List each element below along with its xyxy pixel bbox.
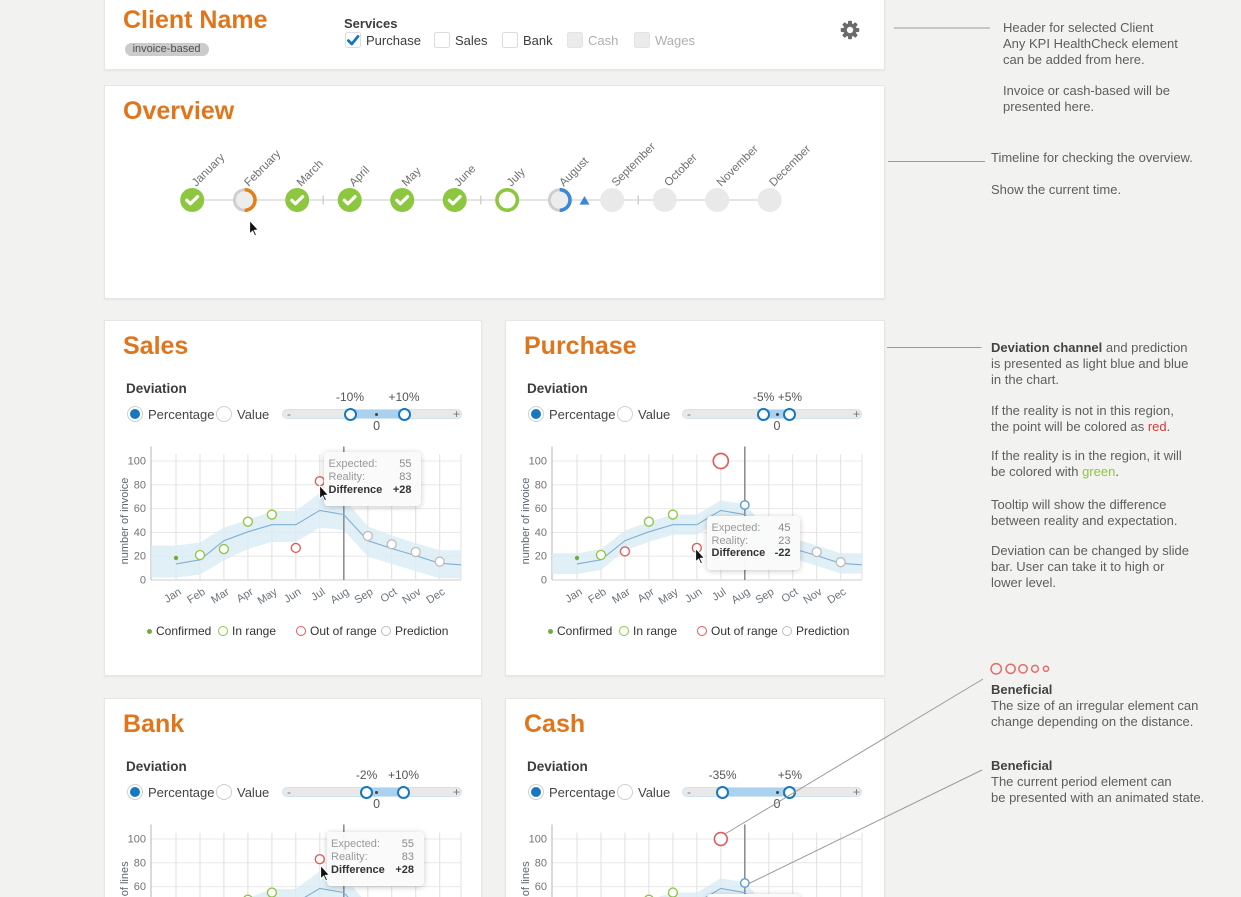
svg-text:Apr: Apr bbox=[636, 586, 657, 606]
svg-text:March: March bbox=[295, 158, 326, 189]
svg-text:May: May bbox=[657, 586, 681, 608]
svg-text:number of invoice: number of invoice bbox=[119, 478, 131, 565]
svg-text:October: October bbox=[662, 152, 700, 190]
svg-text:Aug: Aug bbox=[729, 586, 752, 607]
svg-text:Aug: Aug bbox=[328, 586, 351, 607]
svg-text:Jan: Jan bbox=[162, 586, 183, 606]
svg-text:80: 80 bbox=[134, 479, 146, 491]
svg-text:60: 60 bbox=[134, 503, 146, 515]
svg-text:December: December bbox=[767, 143, 813, 189]
svg-text:Dec: Dec bbox=[825, 586, 848, 607]
svg-text:20: 20 bbox=[134, 551, 146, 563]
svg-text:Jun: Jun bbox=[683, 586, 704, 606]
svg-text:August: August bbox=[557, 155, 591, 189]
svg-text:number of invoice: number of invoice bbox=[520, 478, 532, 565]
svg-text:Jun: Jun bbox=[282, 586, 303, 606]
svg-text:Nov: Nov bbox=[801, 586, 824, 607]
svg-text:April: April bbox=[347, 164, 372, 189]
svg-text:number of lines: number of lines bbox=[520, 861, 532, 897]
svg-text:July: July bbox=[505, 166, 528, 189]
svg-text:80: 80 bbox=[535, 479, 547, 491]
svg-text:June: June bbox=[452, 163, 478, 189]
svg-text:100: 100 bbox=[529, 834, 547, 846]
svg-text:40: 40 bbox=[535, 527, 547, 539]
svg-text:60: 60 bbox=[535, 503, 547, 515]
svg-text:Jul: Jul bbox=[710, 586, 728, 604]
svg-text:Oct: Oct bbox=[779, 586, 800, 605]
svg-text:Sep: Sep bbox=[352, 586, 375, 607]
svg-text:60: 60 bbox=[134, 881, 146, 893]
svg-text:60: 60 bbox=[535, 881, 547, 893]
svg-text:20: 20 bbox=[535, 551, 547, 563]
svg-text:Apr: Apr bbox=[235, 586, 256, 606]
svg-text:Mar: Mar bbox=[610, 586, 633, 607]
svg-text:January: January bbox=[190, 152, 228, 190]
svg-text:May: May bbox=[400, 165, 424, 189]
svg-text:40: 40 bbox=[134, 527, 146, 539]
svg-text:0: 0 bbox=[541, 575, 547, 587]
svg-text:Sep: Sep bbox=[753, 586, 776, 607]
svg-text:Jan: Jan bbox=[563, 586, 584, 606]
svg-text:100: 100 bbox=[128, 456, 146, 468]
svg-text:0: 0 bbox=[140, 575, 146, 587]
svg-text:number of lines: number of lines bbox=[119, 861, 131, 897]
svg-text:November: November bbox=[715, 143, 761, 189]
svg-text:80: 80 bbox=[134, 857, 146, 869]
svg-text:80: 80 bbox=[535, 857, 547, 869]
svg-text:Feb: Feb bbox=[185, 586, 207, 606]
svg-text:Oct: Oct bbox=[378, 586, 399, 605]
svg-text:100: 100 bbox=[128, 834, 146, 846]
svg-text:May: May bbox=[256, 586, 280, 608]
svg-text:100: 100 bbox=[529, 456, 547, 468]
svg-text:Dec: Dec bbox=[424, 586, 447, 607]
svg-text:September: September bbox=[610, 141, 658, 189]
svg-text:Mar: Mar bbox=[209, 586, 232, 607]
svg-text:Nov: Nov bbox=[400, 586, 423, 607]
svg-text:February: February bbox=[242, 148, 283, 189]
svg-text:Jul: Jul bbox=[309, 586, 327, 604]
svg-text:Feb: Feb bbox=[586, 586, 608, 606]
